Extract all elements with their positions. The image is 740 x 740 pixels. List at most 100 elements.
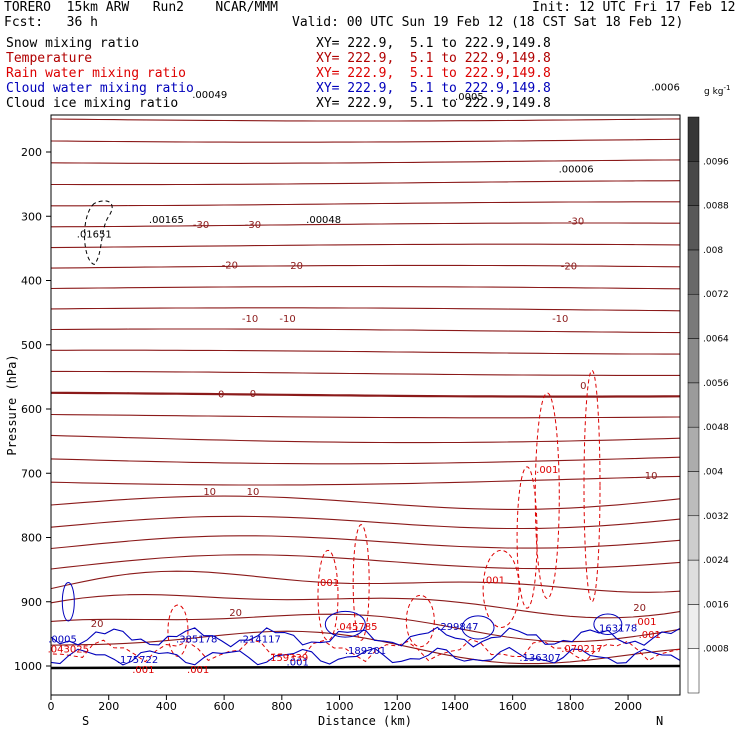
- maximum-label: .0005: [48, 634, 77, 645]
- colorbar-segment: [687, 604, 700, 649]
- y-tick-label: 1000: [14, 660, 42, 673]
- colorbar-unit: g kg-1: [704, 84, 730, 97]
- colorbar-segment: [687, 205, 700, 251]
- y-tick-label: 600: [21, 403, 42, 416]
- isotherm: [50, 535, 681, 550]
- colorbar-segment: [687, 249, 700, 295]
- isotherm-label: 10: [645, 471, 658, 482]
- colorbar-level: .0096: [703, 157, 729, 167]
- isotherm-label: 10: [203, 487, 216, 498]
- colorbar-segment: [687, 471, 700, 517]
- maximum-label: .00049: [192, 90, 227, 101]
- rain-contour: [352, 524, 370, 641]
- isotherm: [50, 222, 680, 228]
- colorbar-segment: [687, 382, 700, 428]
- colorbar-level: .004: [703, 467, 723, 477]
- maximum-label: .136307: [519, 653, 560, 664]
- isotherm: [50, 264, 681, 269]
- colorbar-level: .0008: [703, 645, 729, 655]
- isotherm: [50, 118, 681, 122]
- isotherm: [50, 554, 681, 570]
- y-tick-label: 500: [21, 339, 42, 352]
- cloud-water-contour: [461, 615, 495, 640]
- colorbar-segment: [687, 338, 700, 384]
- maximum-label: .175722: [117, 655, 158, 666]
- y-axis-ticks: 200 300 400 500 600 700 800 900 1000: [14, 146, 51, 673]
- isotherm: [50, 570, 681, 593]
- colorbar-segment: [687, 116, 700, 162]
- colorbar-level: .0088: [703, 202, 729, 212]
- isotherm: [50, 328, 681, 334]
- isotherm-label: -30: [568, 217, 584, 228]
- endpoint-right: N: [656, 714, 663, 728]
- isotherm-label: 20: [91, 619, 104, 630]
- isotherm-label: 0: [218, 390, 224, 401]
- maximum-label: .070217: [561, 644, 602, 655]
- cloud-water-contour: [61, 581, 75, 622]
- x-tick-label: 600: [214, 700, 235, 713]
- rain-contour: [405, 594, 435, 648]
- isotherm-label: -20: [561, 262, 577, 273]
- maximum-label: .0006: [651, 82, 680, 93]
- isotherm-label: -10: [552, 314, 568, 325]
- init-time: Init: 12 UTC Fri 17 Feb 12: [532, 0, 736, 15]
- maximum-label: .045785: [336, 622, 377, 633]
- x-tick-label: 200: [98, 700, 119, 713]
- temperature-isotherms: [50, 118, 681, 670]
- maximum-label: .214117: [240, 634, 281, 645]
- y-tick-label: 700: [21, 467, 42, 480]
- colorbar-level: .0072: [703, 290, 729, 300]
- x-tick-label: 400: [156, 700, 177, 713]
- rain-contour: [583, 369, 601, 603]
- colorbar-level: .0016: [703, 600, 729, 610]
- field-xy-temperature: XY= 222.9, 5.1 to 222.9,149.8: [316, 51, 551, 66]
- maximum-label: .001: [483, 575, 505, 586]
- colorbar-level: .0064: [703, 335, 729, 345]
- maximum-label: .189201: [345, 646, 386, 657]
- isotherm: [51, 201, 680, 207]
- isotherm: [51, 370, 680, 376]
- isotherm: [50, 434, 681, 444]
- isotherm: [50, 515, 681, 530]
- x-tick-label: 1400: [441, 700, 469, 713]
- isotherm: [51, 349, 680, 355]
- rain-contour: [317, 549, 339, 641]
- field-name-cloud-ice: Cloud ice mixing ratio: [6, 96, 179, 111]
- maximum-label: .001: [287, 658, 309, 669]
- isotherm-label: -10: [279, 314, 295, 325]
- x-tick-label: 1800: [556, 700, 584, 713]
- isotherm-label: -10: [242, 314, 258, 325]
- isotherm: [50, 475, 681, 486]
- y-tick-label: 300: [21, 210, 42, 223]
- rain-contour: [167, 604, 189, 657]
- colorbar-segment: [687, 161, 700, 206]
- maximum-label: .001: [132, 665, 154, 676]
- terrain-line: [50, 664, 681, 670]
- isotherm: [50, 613, 681, 643]
- rain-contour: [482, 549, 520, 628]
- isotherm: [50, 243, 681, 249]
- maximum-label: .00006: [559, 165, 594, 176]
- colorbar-segment: [687, 293, 700, 339]
- cloud-water-contour: [50, 646, 681, 666]
- x-tick-label: 1200: [383, 700, 411, 713]
- colorbar-level: .0048: [703, 423, 729, 433]
- y-tick-label: 200: [21, 146, 42, 159]
- isotherm: [51, 180, 681, 186]
- x-axis-ticks: 0 200 400 600 800 1000 1200 1400 1600 1800 2000: [48, 695, 642, 713]
- isotherm-zero: [50, 391, 681, 398]
- isotherm-label: -30: [245, 220, 261, 231]
- colorbar-segment: [687, 648, 700, 694]
- x-tick-label: 0: [48, 700, 55, 713]
- colorbar: .0008 .0016 .0024 .0032 .004 .0048 .0056 .0064.…: [687, 116, 729, 694]
- field-name-cloud-water: Cloud water mixing ratio: [6, 81, 194, 96]
- x-tick-label: 2000: [614, 700, 642, 713]
- cloud-water-contours: [50, 581, 681, 666]
- colorbar-segment: [687, 515, 700, 561]
- isotherm: [50, 495, 681, 510]
- maximum-label: .001: [639, 630, 661, 641]
- cloud-water-contour: [50, 626, 681, 648]
- plot-frame: [50, 114, 681, 696]
- rain-contour-low: [50, 638, 681, 666]
